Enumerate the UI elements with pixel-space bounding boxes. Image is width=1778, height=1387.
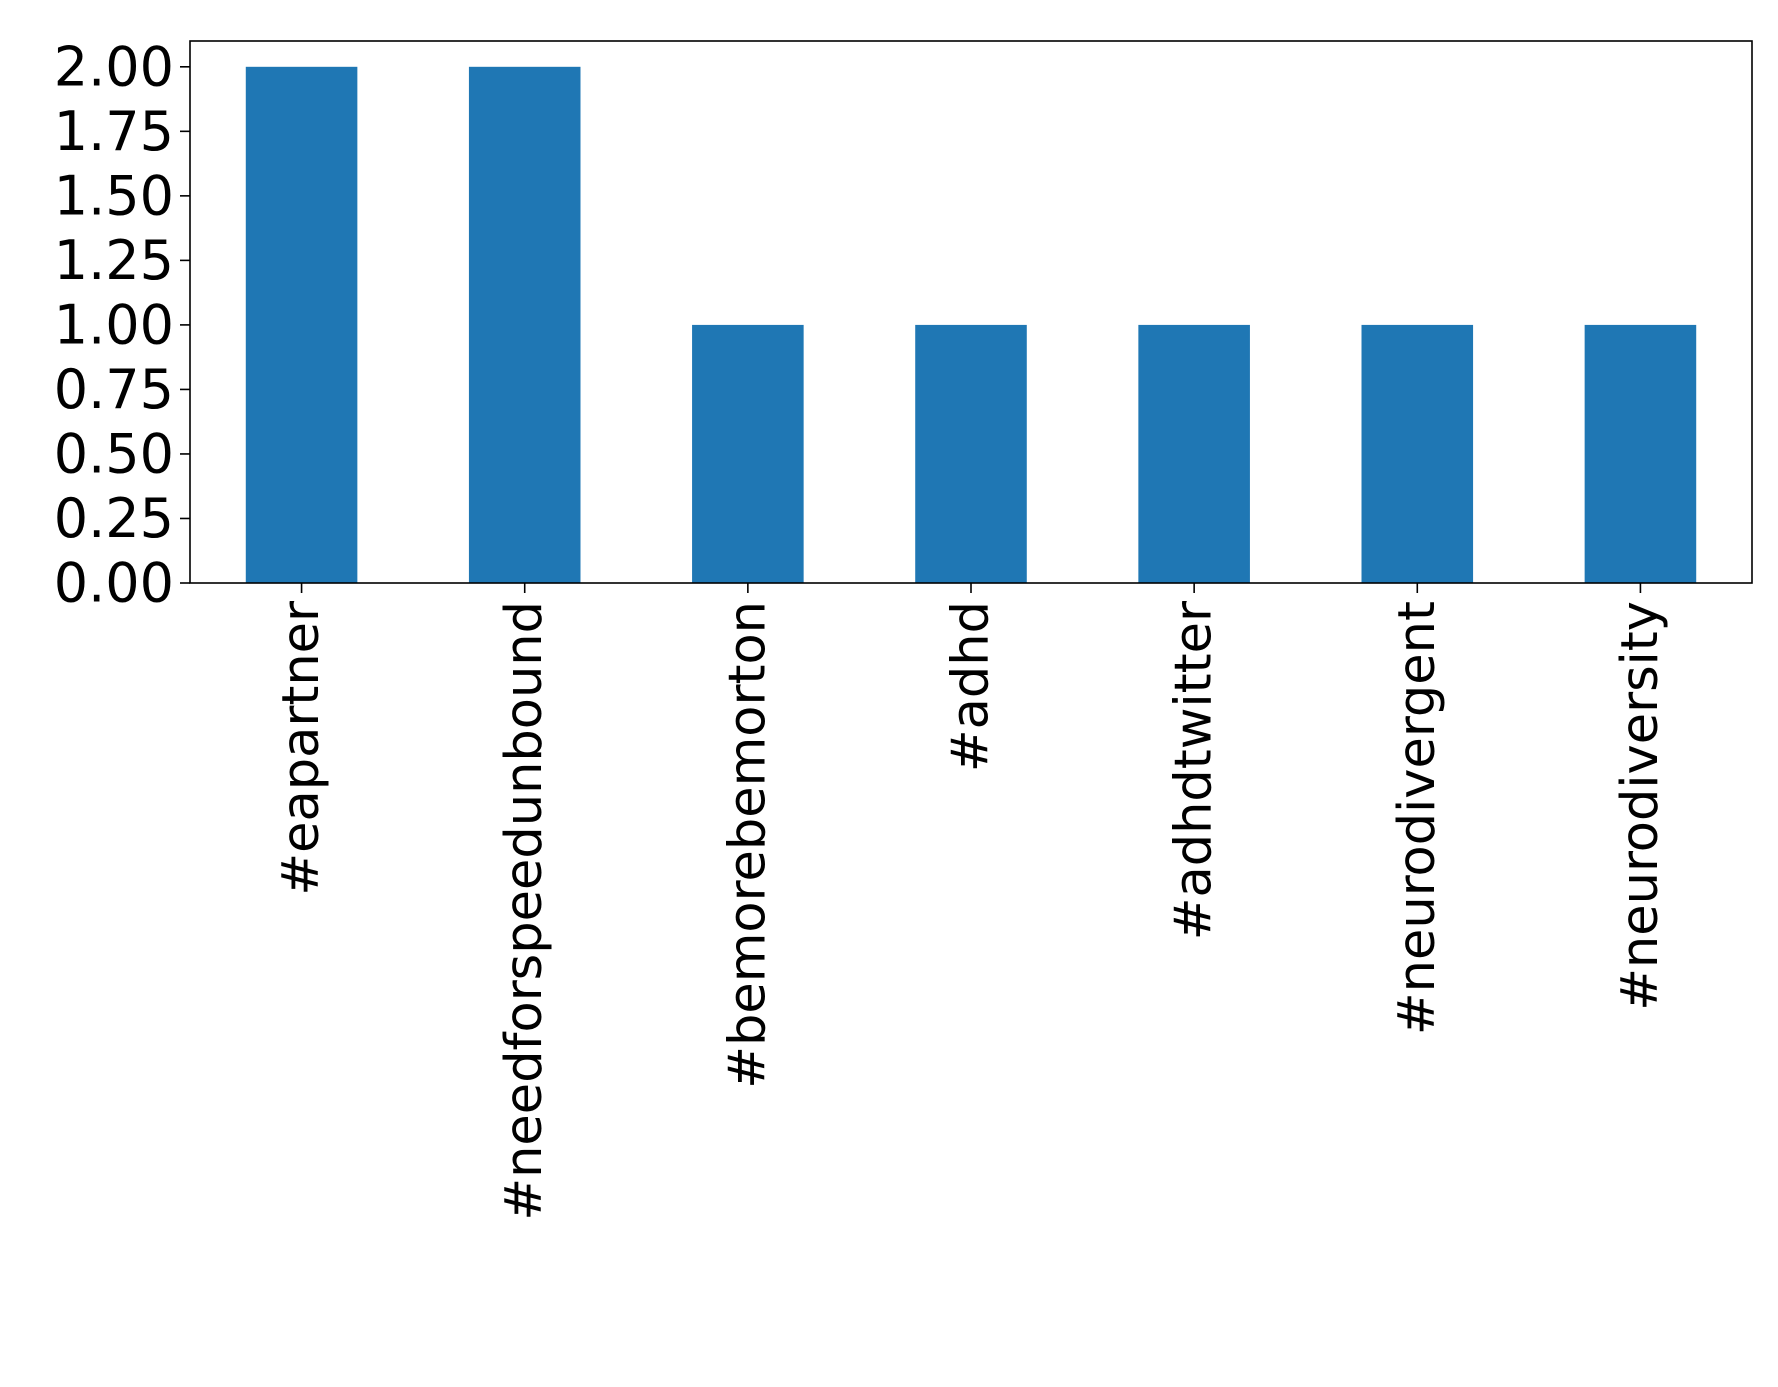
bar (468, 66, 581, 584)
x-tick-label: #neurodiversity (1611, 601, 1670, 1011)
y-tick-label: 1.50 (54, 164, 174, 227)
y-tick-label: 0.75 (54, 358, 174, 421)
y-tick-label: 1.75 (54, 100, 174, 163)
y-tick-label: 0.50 (54, 422, 174, 485)
bar (1361, 324, 1474, 583)
bar (915, 324, 1027, 583)
x-tick-label: #adhd (942, 601, 1001, 772)
bar (245, 66, 358, 584)
x-axis: #eapartner #needforspeedunbound #bemorebem… (272, 583, 1670, 1221)
x-tick-label: #bemorebemorton (718, 601, 777, 1089)
x-tick-label: #adhdtwitter (1165, 601, 1224, 940)
plot-frame (189, 40, 1753, 584)
y-tick-label: 0.00 (54, 552, 174, 615)
y-tick-label: 1.00 (54, 293, 174, 356)
y-tick-label: 2.00 (54, 35, 174, 98)
x-tick-label: #eapartner (272, 601, 331, 896)
y-tick-label: 1.25 (54, 229, 174, 292)
bar (1584, 324, 1697, 583)
y-axis: 0.000.250.500.751.001.251.501.752.00 (54, 35, 190, 615)
x-tick-label: #neurodivergent (1388, 601, 1447, 1035)
x-tick-label: #needforspeedunbound (495, 601, 554, 1221)
bar (1138, 324, 1250, 583)
y-tick-label: 0.25 (54, 487, 174, 550)
bars-group (245, 66, 1697, 584)
bar (692, 324, 804, 583)
